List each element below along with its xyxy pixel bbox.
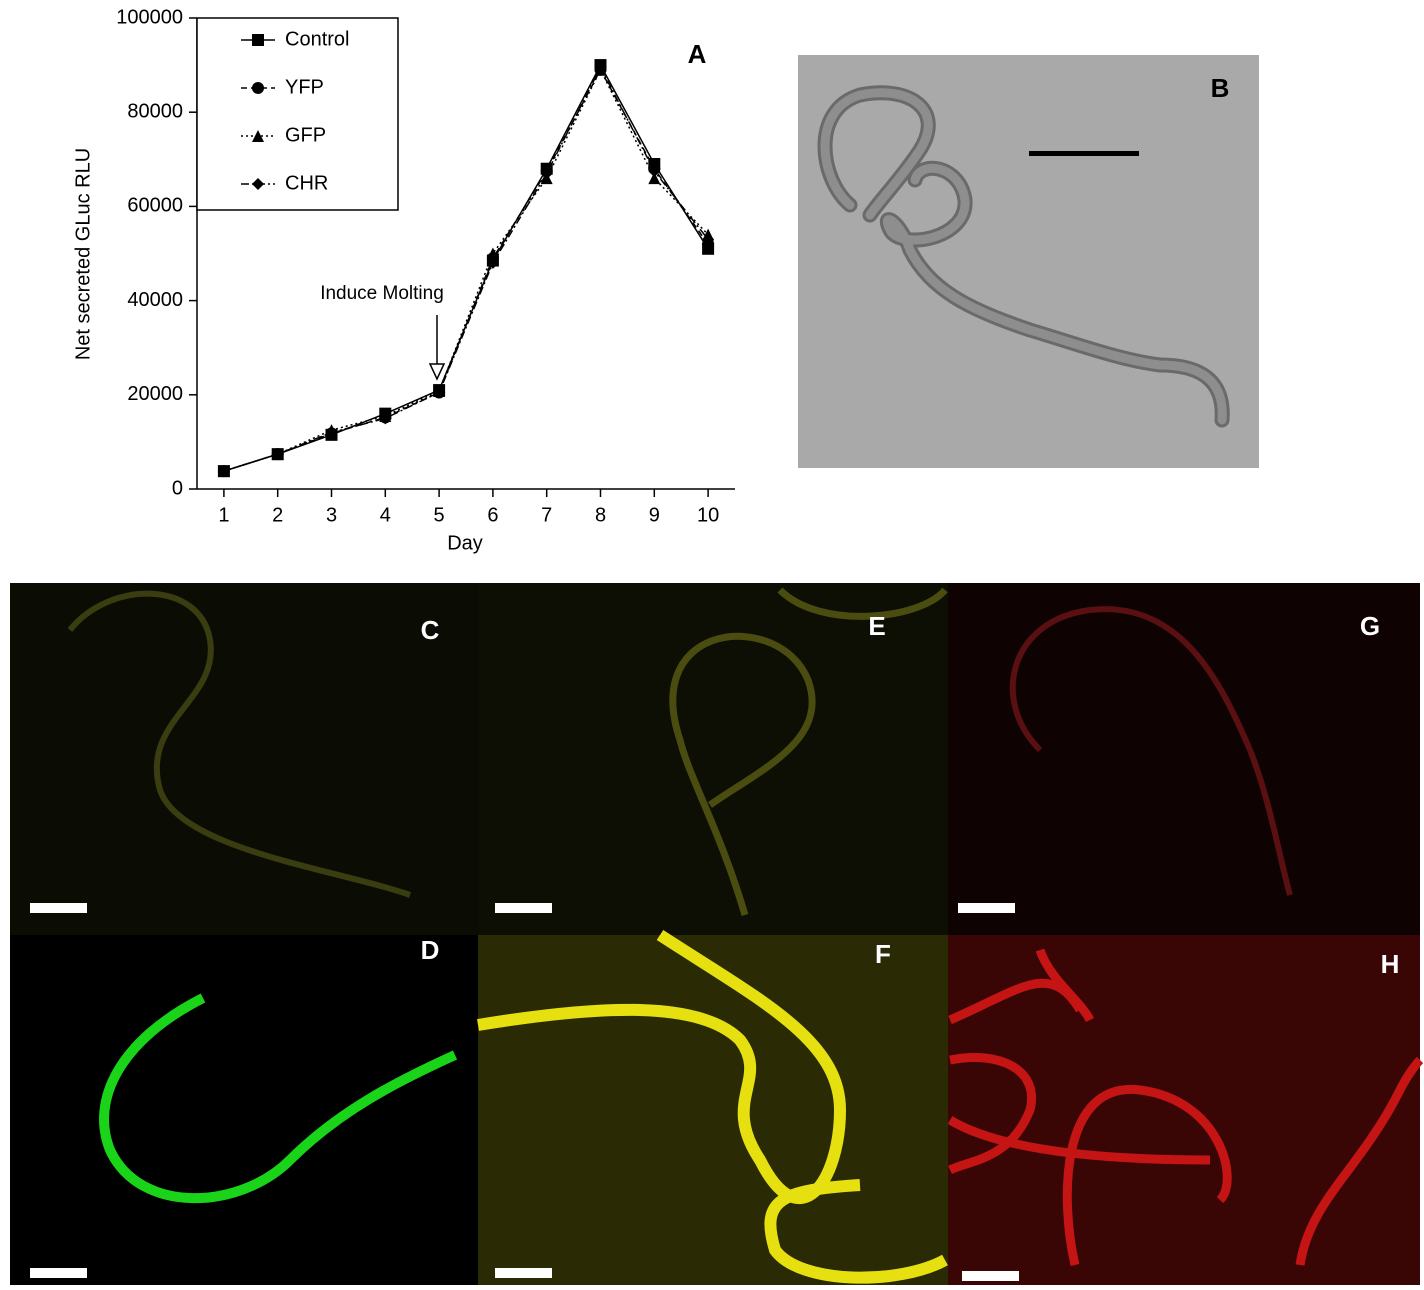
x-tick-label: 10 bbox=[697, 504, 719, 526]
x-tick-label: 5 bbox=[434, 504, 445, 526]
y-tick-label: 100000 bbox=[116, 6, 183, 28]
annotation: Induce Molting bbox=[320, 283, 444, 304]
image-panel: B bbox=[798, 55, 1259, 468]
marker bbox=[252, 82, 264, 94]
y-tick-label: 60000 bbox=[127, 195, 183, 217]
legend-label: YFP bbox=[285, 76, 324, 98]
y-tick-label: 40000 bbox=[127, 289, 183, 311]
x-tick-label: 6 bbox=[487, 504, 498, 526]
chart: A Net secreted GLuc RLU Day Induce Molti… bbox=[72, 6, 735, 554]
x-tick-label: 3 bbox=[326, 504, 337, 526]
y-tick-label: 20000 bbox=[127, 383, 183, 405]
panel-label: C bbox=[421, 615, 440, 645]
panel-label: B bbox=[1211, 73, 1230, 103]
x-tick-label: 1 bbox=[218, 504, 229, 526]
panel-label: D bbox=[421, 935, 440, 965]
x-tick-label: 7 bbox=[541, 504, 552, 526]
legend-label: CHR bbox=[285, 172, 328, 194]
image-grid: C E G D F H bbox=[10, 583, 1420, 1285]
y-tick-label: 80000 bbox=[127, 100, 183, 122]
marker bbox=[252, 34, 264, 46]
panel-label: H bbox=[1381, 949, 1400, 979]
panel-label: E bbox=[868, 611, 885, 641]
panel-label: G bbox=[1360, 611, 1380, 641]
y-axis-label: Net secreted GLuc RLU bbox=[72, 148, 94, 360]
x-tick-label: 4 bbox=[380, 504, 391, 526]
figure: A Net secreted GLuc RLU Day Induce Molti… bbox=[0, 0, 1424, 1285]
x-tick-label: 2 bbox=[272, 504, 283, 526]
panel-label: A bbox=[688, 39, 707, 69]
x-axis-label: Day bbox=[447, 532, 483, 554]
legend-label: Control bbox=[285, 28, 349, 50]
legend-label: GFP bbox=[285, 124, 326, 146]
x-tick-label: 9 bbox=[649, 504, 660, 526]
panel-label: F bbox=[875, 939, 891, 969]
x-tick-label: 8 bbox=[595, 504, 606, 526]
y-tick-label: 0 bbox=[172, 477, 183, 499]
annotation-arrowhead bbox=[430, 364, 444, 379]
